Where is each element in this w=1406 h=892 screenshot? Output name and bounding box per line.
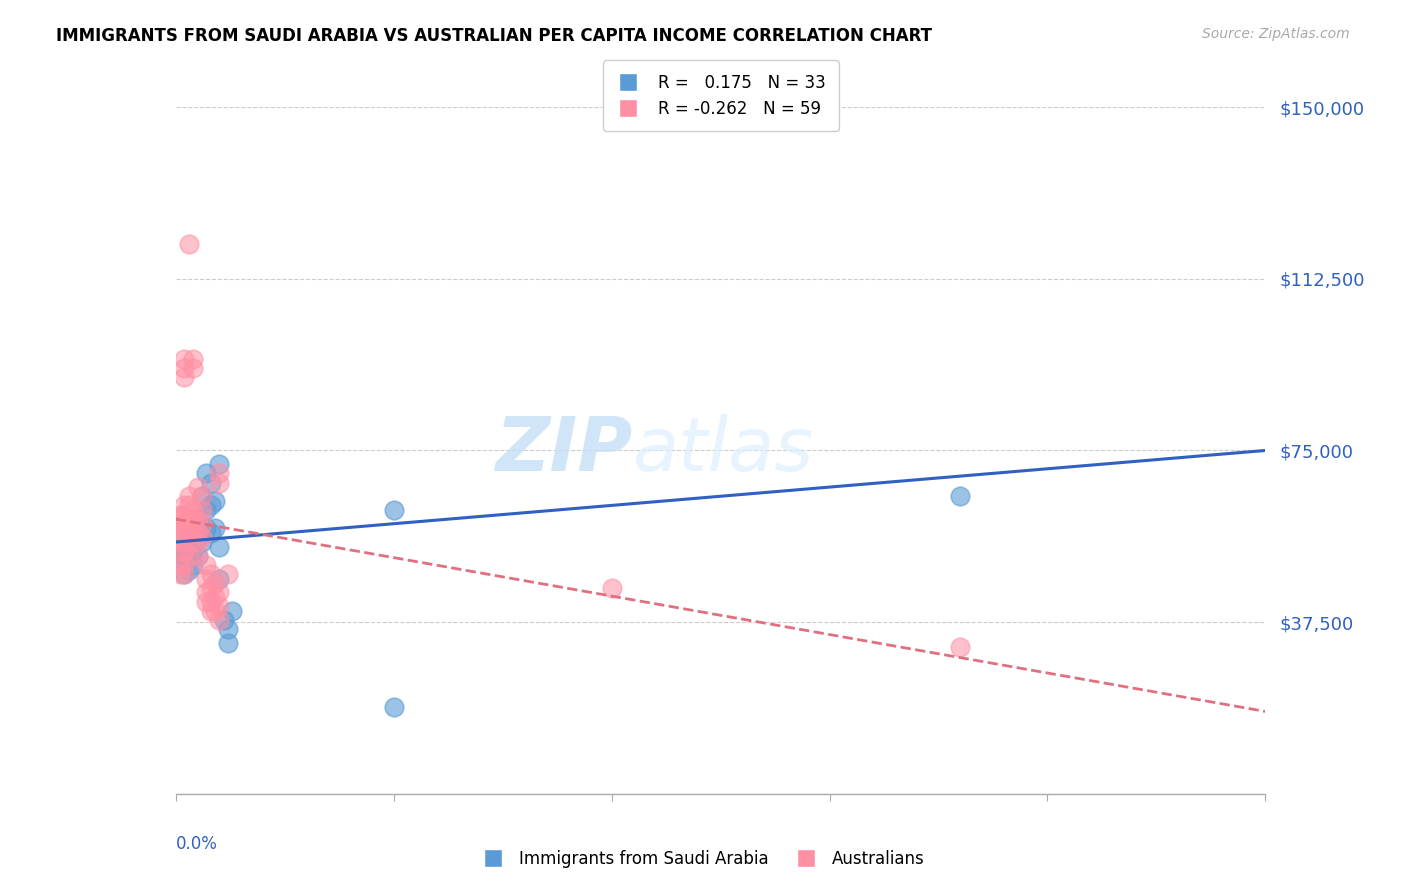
Point [169,512,191,526]
Point [181,525,204,540]
Point [200,604,222,618]
Point [221,604,243,618]
Point [382,503,405,517]
Point [200,594,222,608]
Point [191,516,214,531]
Point [173,508,195,522]
Point [169,544,191,558]
Point [169,567,191,582]
Point [177,549,200,563]
Legend: Immigrants from Saudi Arabia, Australians: Immigrants from Saudi Arabia, Australian… [474,844,932,875]
Point [177,525,200,540]
Point [181,544,204,558]
Point [186,525,209,540]
Point [208,540,231,554]
Point [181,512,204,526]
Point [173,370,195,384]
Point [177,562,200,576]
Point [186,549,209,563]
Point [191,503,214,517]
Point [195,585,218,599]
Point [208,572,231,586]
Point [195,503,218,517]
Point [173,558,195,572]
Point [195,558,218,572]
Point [600,581,623,595]
Point [169,525,191,540]
Point [204,576,226,591]
Point [208,585,231,599]
Point [949,489,972,503]
Point [177,512,200,526]
Point [173,567,195,582]
Point [173,525,195,540]
Point [186,549,209,563]
Text: Source: ZipAtlas.com: Source: ZipAtlas.com [1202,27,1350,41]
Point [177,535,200,549]
Point [204,521,226,535]
Point [208,457,231,471]
Point [191,489,214,503]
Point [212,613,235,627]
Point [177,499,200,513]
Point [169,558,191,572]
Point [181,351,204,366]
Point [173,516,195,531]
Point [200,475,222,490]
Point [177,549,200,563]
Text: IMMIGRANTS FROM SAUDI ARABIA VS AUSTRALIAN PER CAPITA INCOME CORRELATION CHART: IMMIGRANTS FROM SAUDI ARABIA VS AUSTRALI… [56,27,932,45]
Point [169,516,191,531]
Point [382,699,405,714]
Point [177,237,200,252]
Point [191,531,214,545]
Point [191,489,214,503]
Point [217,622,239,636]
Point [181,525,204,540]
Point [208,475,231,490]
Point [200,567,222,582]
Point [217,567,239,582]
Point [173,351,195,366]
Point [181,503,204,517]
Point [186,480,209,494]
Point [186,535,209,549]
Point [169,535,191,549]
Point [195,572,218,586]
Point [169,553,191,567]
Point [181,558,204,572]
Text: atlas: atlas [633,415,815,486]
Point [173,499,195,513]
Point [173,549,195,563]
Point [208,599,231,614]
Point [177,535,200,549]
Point [191,535,214,549]
Point [949,640,972,655]
Point [191,516,214,531]
Point [195,467,218,481]
Point [169,508,191,522]
Point [181,361,204,376]
Point [173,567,195,582]
Point [200,581,222,595]
Point [195,594,218,608]
Point [177,489,200,503]
Point [195,521,218,535]
Point [208,467,231,481]
Point [186,531,209,545]
Point [200,499,222,513]
Point [204,590,226,604]
Point [173,361,195,376]
Point [217,636,239,650]
Point [208,613,231,627]
Point [204,604,226,618]
Point [173,544,195,558]
Text: 0.0%: 0.0% [176,835,218,853]
Point [173,535,195,549]
Legend: R =   0.175   N = 33, R = -0.262   N = 59: R = 0.175 N = 33, R = -0.262 N = 59 [603,61,838,131]
Point [186,512,209,526]
Point [186,512,209,526]
Point [200,525,222,540]
Text: ZIP: ZIP [496,414,633,487]
Point [204,493,226,508]
